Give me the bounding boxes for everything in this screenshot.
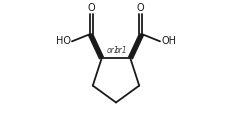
Text: OH: OH bbox=[161, 36, 176, 46]
Text: or1: or1 bbox=[106, 46, 119, 55]
Text: or1: or1 bbox=[114, 46, 127, 55]
Text: O: O bbox=[87, 3, 95, 13]
Text: HO: HO bbox=[55, 36, 70, 46]
Text: O: O bbox=[136, 3, 144, 13]
